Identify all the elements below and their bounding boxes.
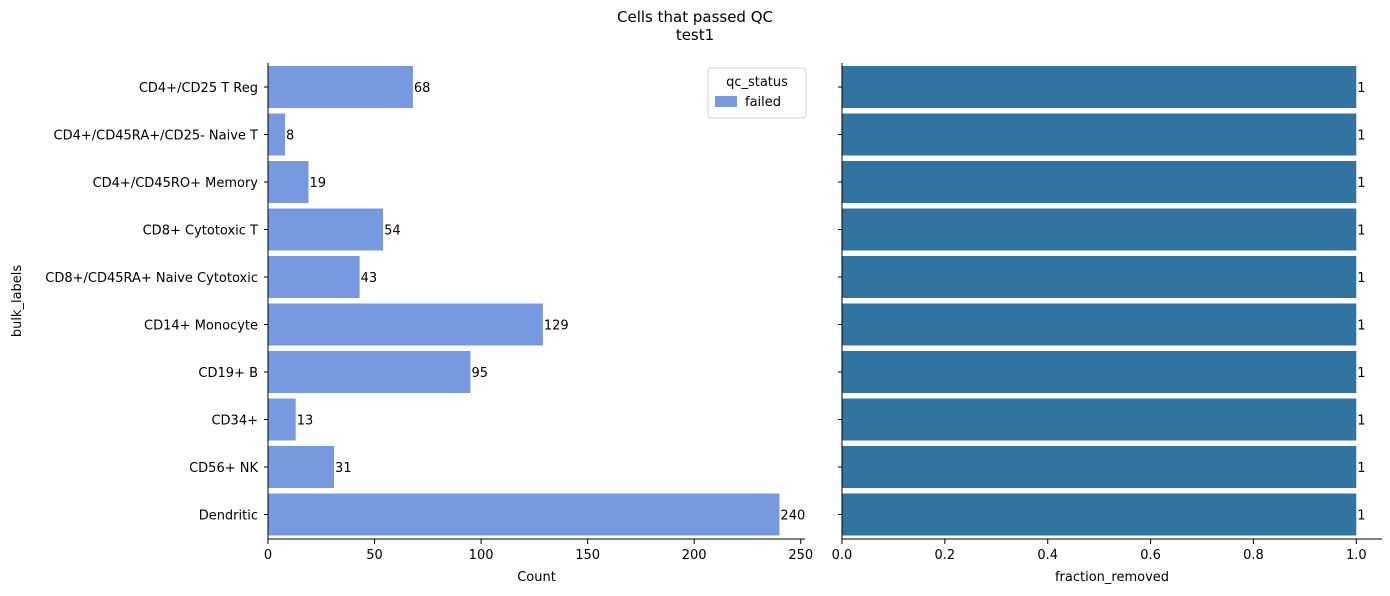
count-bar-3 bbox=[268, 208, 384, 251]
count-data-label-4: 43 bbox=[361, 271, 378, 286]
fraction-data-label-3: 1 bbox=[1357, 224, 1365, 239]
count-data-label-1: 8 bbox=[286, 129, 294, 144]
legend-label-failed: failed bbox=[745, 95, 781, 110]
count-bar-5 bbox=[268, 303, 543, 346]
count-xtick-label-2: 100 bbox=[469, 548, 494, 563]
count-xtick-label-4: 200 bbox=[682, 548, 707, 563]
count-bar-7 bbox=[268, 398, 296, 441]
count-bar-6 bbox=[268, 351, 471, 393]
category-label-8: CD56+ NK bbox=[189, 461, 258, 476]
count-xtick-label-0: 0 bbox=[264, 548, 272, 563]
count-panel: 68 CD4+/CD25 T Reg 8 CD4+/CD45RA+/CD25- Nai… bbox=[10, 63, 813, 585]
category-label-3: CD8+ Cytotoxic T bbox=[143, 224, 258, 239]
fraction-bar-2 bbox=[842, 161, 1357, 203]
category-label-5: CD14+ Monocyte bbox=[144, 319, 258, 334]
count-bar-8 bbox=[268, 446, 335, 488]
category-label-6: CD19+ B bbox=[198, 366, 258, 381]
count-bar-1 bbox=[268, 113, 286, 156]
count-data-label-9: 240 bbox=[780, 509, 805, 524]
category-label-0: CD4+/CD25 T Reg bbox=[139, 81, 258, 96]
count-data-label-6: 95 bbox=[471, 366, 488, 381]
fraction-bar-6 bbox=[842, 351, 1357, 393]
fraction-bar-5 bbox=[842, 303, 1357, 346]
fraction-bar-9 bbox=[842, 493, 1357, 536]
legend: qc_status failed bbox=[707, 67, 807, 119]
fraction-bar-0 bbox=[842, 66, 1357, 108]
legend-swatch-failed bbox=[715, 96, 737, 107]
fraction-data-label-6: 1 bbox=[1357, 366, 1365, 381]
fraction-data-label-5: 1 bbox=[1357, 319, 1365, 334]
fraction-xtick-label-5: 1.0 bbox=[1346, 548, 1367, 563]
count-bar-9 bbox=[268, 493, 780, 536]
count-y-axis-label: bulk_labels bbox=[10, 265, 25, 338]
count-data-label-7: 13 bbox=[297, 414, 314, 429]
legend-title: qc_status bbox=[726, 75, 788, 90]
fraction-bar-7 bbox=[842, 398, 1357, 441]
count-data-label-5: 129 bbox=[544, 319, 569, 334]
figure-subtitle: test1 bbox=[676, 26, 714, 44]
fraction-data-label-7: 1 bbox=[1357, 414, 1365, 429]
count-data-label-0: 68 bbox=[414, 81, 431, 96]
fraction-bar-8 bbox=[842, 446, 1357, 488]
count-data-label-3: 54 bbox=[384, 224, 401, 239]
category-label-1: CD4+/CD45RA+/CD25- Naive T bbox=[54, 129, 259, 144]
fraction-data-label-8: 1 bbox=[1357, 461, 1365, 476]
fraction-data-label-1: 1 bbox=[1357, 129, 1365, 144]
count-bar-2 bbox=[268, 161, 309, 203]
fraction-xtick-label-4: 0.8 bbox=[1243, 548, 1264, 563]
count-data-label-8: 31 bbox=[335, 461, 352, 476]
category-label-9: Dendritic bbox=[199, 509, 258, 524]
count-x-axis-label: Count bbox=[517, 570, 556, 585]
fraction-data-label-9: 1 bbox=[1357, 509, 1365, 524]
fraction-bar-4 bbox=[842, 256, 1357, 298]
fraction-xtick-label-0: 0.0 bbox=[832, 548, 853, 563]
fraction-data-label-2: 1 bbox=[1357, 176, 1365, 191]
fraction-xtick-label-2: 0.4 bbox=[1037, 548, 1058, 563]
fraction-bar-1 bbox=[842, 113, 1357, 156]
count-data-label-2: 19 bbox=[309, 176, 326, 191]
fraction-data-label-4: 1 bbox=[1357, 271, 1365, 286]
fraction-panel: 1 1 1 1 1 1 1 1 1 1 0.0 0.2 0.4 0.6 0.8 1.0 fraction_rem… bbox=[832, 63, 1382, 585]
fraction-xtick-label-3: 0.6 bbox=[1140, 548, 1161, 563]
count-xtick-label-3: 150 bbox=[575, 548, 600, 563]
count-bar-4 bbox=[268, 256, 360, 298]
count-xtick-label-1: 50 bbox=[366, 548, 383, 563]
category-label-4: CD8+/CD45RA+ Naive Cytotoxic bbox=[45, 271, 258, 286]
fraction-data-label-0: 1 bbox=[1357, 81, 1365, 96]
count-bar-0 bbox=[268, 66, 413, 108]
fraction-xtick-label-1: 0.2 bbox=[935, 548, 956, 563]
figure-title: Cells that passed QC bbox=[617, 8, 773, 26]
count-xtick-label-5: 250 bbox=[788, 548, 813, 563]
category-label-2: CD4+/CD45RO+ Memory bbox=[93, 176, 259, 191]
category-label-7: CD34+ bbox=[211, 414, 258, 429]
fraction-bar-3 bbox=[842, 208, 1357, 251]
fraction-x-axis-label: fraction_removed bbox=[1055, 570, 1169, 585]
